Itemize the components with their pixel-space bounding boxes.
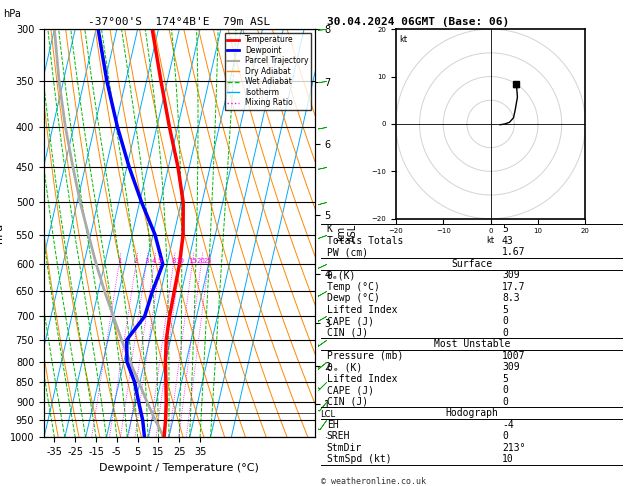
Text: 0: 0 <box>502 385 508 395</box>
Text: 5: 5 <box>502 305 508 315</box>
Text: 25: 25 <box>204 258 213 264</box>
Text: 1007: 1007 <box>502 351 525 361</box>
Y-axis label: km
ASL: km ASL <box>336 224 358 243</box>
Text: 10: 10 <box>502 454 514 464</box>
Text: 0: 0 <box>502 431 508 441</box>
X-axis label: kt: kt <box>487 236 494 245</box>
Text: θₑ(K): θₑ(K) <box>327 270 356 280</box>
Text: 20: 20 <box>197 258 206 264</box>
Text: CIN (J): CIN (J) <box>327 328 368 338</box>
Text: Surface: Surface <box>451 259 493 269</box>
Text: PW (cm): PW (cm) <box>327 247 368 257</box>
Text: © weatheronline.co.uk: © weatheronline.co.uk <box>321 477 426 486</box>
Text: 2: 2 <box>134 258 138 264</box>
Text: Hodograph: Hodograph <box>445 408 498 418</box>
Y-axis label: hPa: hPa <box>0 223 4 243</box>
Text: 5: 5 <box>502 225 508 234</box>
Text: 0: 0 <box>502 316 508 326</box>
Text: 0: 0 <box>502 397 508 407</box>
Text: StmSpd (kt): StmSpd (kt) <box>327 454 391 464</box>
Text: SREH: SREH <box>327 431 350 441</box>
Text: 8.3: 8.3 <box>502 293 520 303</box>
Text: θₑ (K): θₑ (K) <box>327 362 362 372</box>
Text: 5: 5 <box>502 374 508 383</box>
Text: CAPE (J): CAPE (J) <box>327 316 374 326</box>
Text: Lifted Index: Lifted Index <box>327 374 398 383</box>
Text: 8: 8 <box>171 258 175 264</box>
Text: 309: 309 <box>502 362 520 372</box>
Text: -4: -4 <box>502 419 514 430</box>
X-axis label: Dewpoint / Temperature (°C): Dewpoint / Temperature (°C) <box>99 463 259 473</box>
Text: Temp (°C): Temp (°C) <box>327 282 380 292</box>
Text: 0: 0 <box>502 328 508 338</box>
Text: Dewp (°C): Dewp (°C) <box>327 293 380 303</box>
Text: 3: 3 <box>144 258 148 264</box>
Text: LCL: LCL <box>320 410 335 418</box>
Text: 309: 309 <box>502 270 520 280</box>
Text: K: K <box>327 225 333 234</box>
Text: 17.7: 17.7 <box>502 282 525 292</box>
Text: CAPE (J): CAPE (J) <box>327 385 374 395</box>
Text: 5: 5 <box>158 258 162 264</box>
Text: Most Unstable: Most Unstable <box>433 339 510 349</box>
Text: Lifted Index: Lifted Index <box>327 305 398 315</box>
Text: kt: kt <box>399 35 408 44</box>
Text: 10: 10 <box>175 258 184 264</box>
Text: 4: 4 <box>152 258 156 264</box>
Title: -37°00'S  174°4B'E  79m ASL: -37°00'S 174°4B'E 79m ASL <box>88 17 270 27</box>
Text: 15: 15 <box>188 258 197 264</box>
Text: 1.67: 1.67 <box>502 247 525 257</box>
Text: hPa: hPa <box>3 9 21 19</box>
Text: 43: 43 <box>502 236 514 246</box>
Text: Pressure (mb): Pressure (mb) <box>327 351 403 361</box>
Text: 30.04.2024 06GMT (Base: 06): 30.04.2024 06GMT (Base: 06) <box>327 17 509 27</box>
Text: 213°: 213° <box>502 443 525 452</box>
Text: Totals Totals: Totals Totals <box>327 236 403 246</box>
Text: EH: EH <box>327 419 338 430</box>
Legend: Temperature, Dewpoint, Parcel Trajectory, Dry Adiabat, Wet Adiabat, Isotherm, Mi: Temperature, Dewpoint, Parcel Trajectory… <box>225 33 311 110</box>
Text: 1: 1 <box>117 258 121 264</box>
Text: StmDir: StmDir <box>327 443 362 452</box>
Text: CIN (J): CIN (J) <box>327 397 368 407</box>
